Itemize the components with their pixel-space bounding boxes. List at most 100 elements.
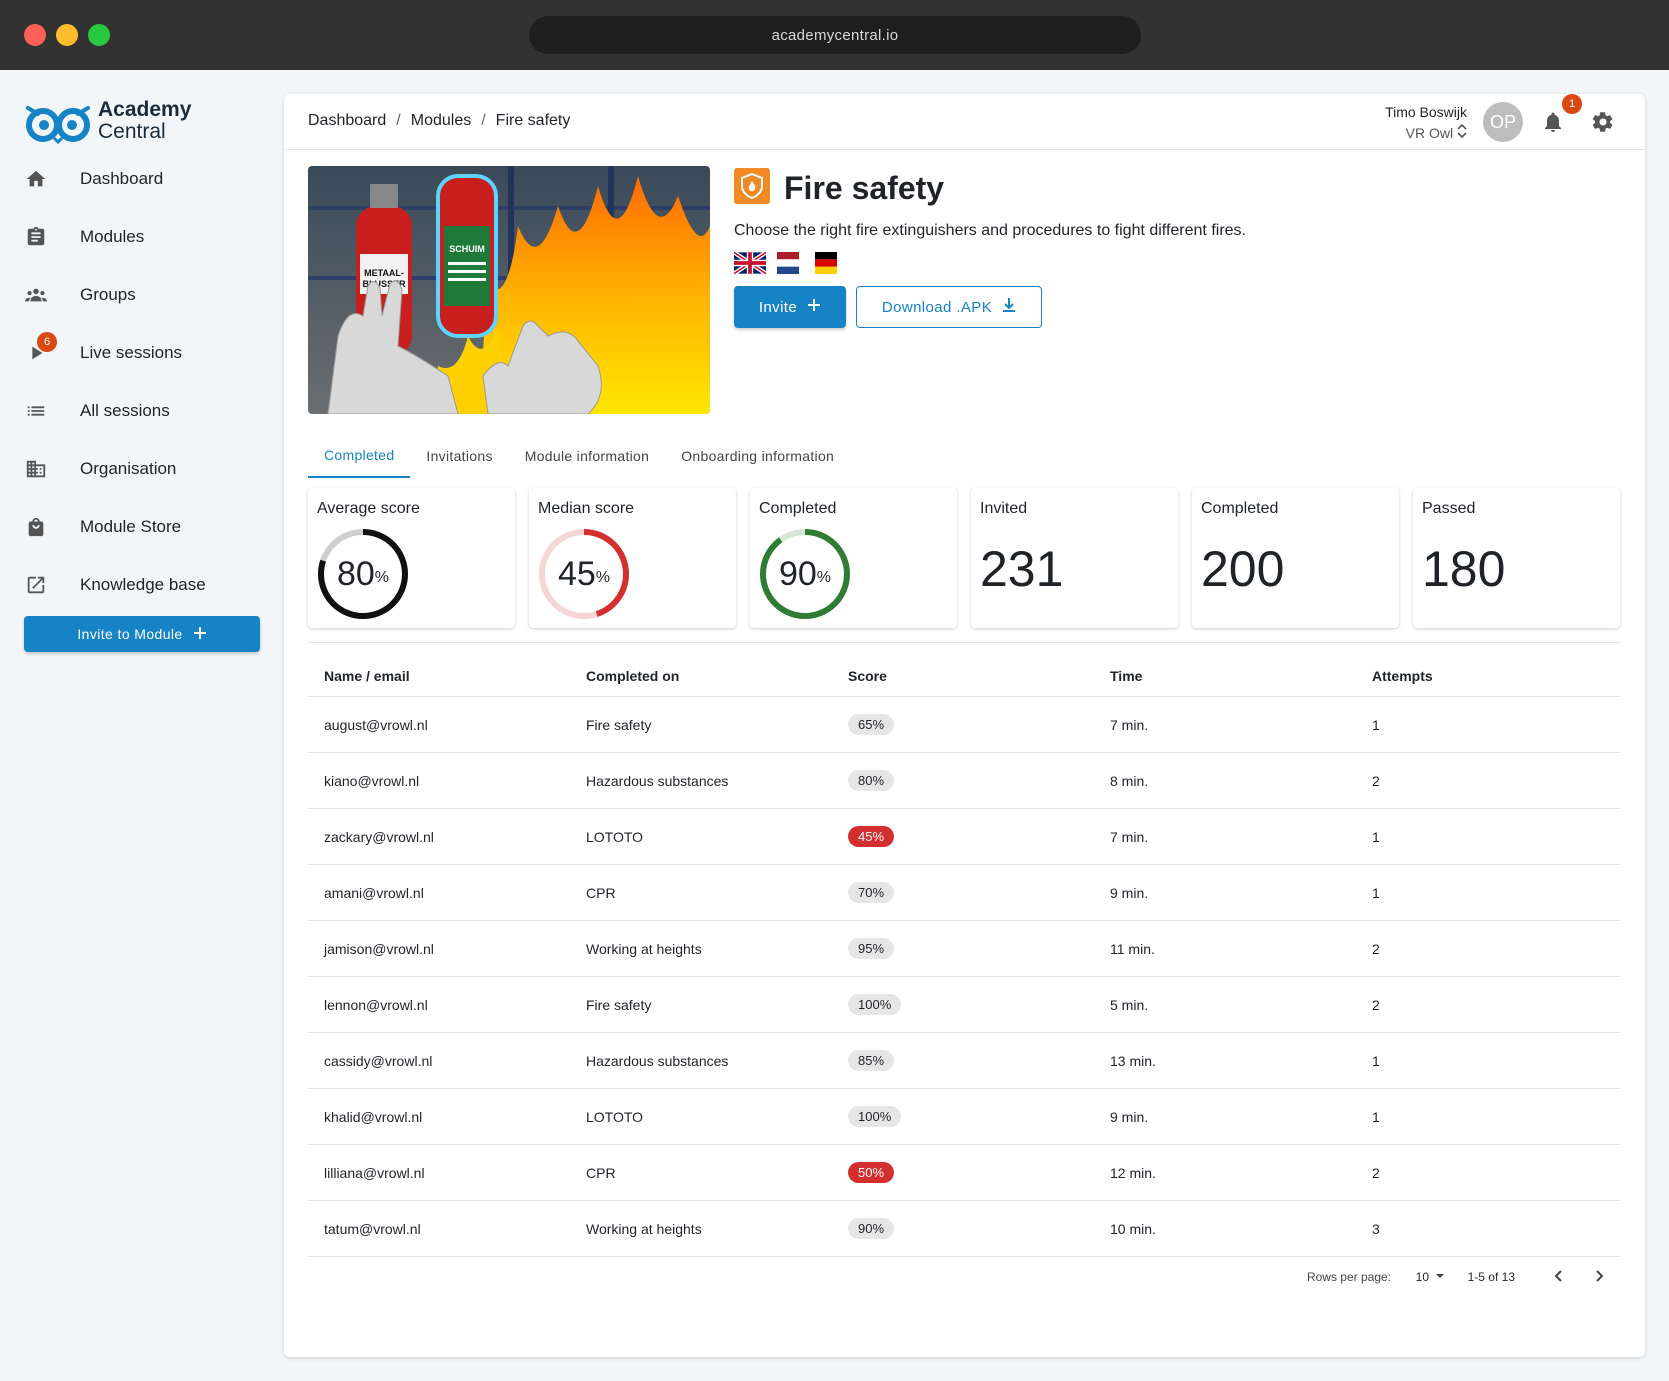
cell-attempts: 2 [1356,920,1621,977]
tab-module-information[interactable]: Module information [524,448,650,464]
sidebar-item-knowledge-base[interactable]: Knowledge base [0,556,284,614]
breadcrumb-dashboard[interactable]: Dashboard [308,112,387,129]
tab-invitations[interactable]: Invitations [426,448,493,464]
invite-button[interactable]: Invite [734,286,846,328]
avatar[interactable]: OP [1483,102,1523,142]
sidebar: Academy Central Dashboard Modules Groups [0,70,284,1381]
main-content: Dashboard / Modules / Fire safety Timo B… [284,94,1645,1357]
cell-attempts: 2 [1356,976,1621,1033]
stat-value: 231 [980,541,1064,597]
cell-email: jamison@vrowl.nl [308,920,570,977]
cell-module: Fire safety [570,696,832,753]
sidebar-item-all-sessions[interactable]: All sessions [0,382,284,440]
sidebar-item-label: Modules [80,227,145,246]
cell-email: august@vrowl.nl [308,696,570,753]
chevron-left-icon[interactable] [1549,1266,1569,1286]
cell-score: 100% [832,1088,1094,1145]
invite-to-module-button[interactable]: Invite to Module [24,616,260,652]
cell-time: 8 min. [1094,752,1356,809]
sidebar-item-label: Module Store [80,517,182,536]
sidebar-item-label: Live sessions [80,343,183,362]
sidebar-item-modules[interactable]: Modules [0,208,284,266]
cell-attempts: 1 [1356,808,1621,865]
gear-icon[interactable] [1591,110,1615,134]
maximize-window-button[interactable] [88,24,110,46]
score-chip: 70% [848,882,895,903]
score-chip: 95% [848,938,895,959]
progress-ring [318,529,408,619]
column-header[interactable]: Attempts [1356,642,1621,697]
cell-attempts: 2 [1356,1144,1621,1201]
stat-label: Passed [1422,500,1476,517]
sidebar-item-label: Groups [80,285,136,304]
minimize-window-button[interactable] [56,24,78,46]
tab-onboarding-information[interactable]: Onboarding information [681,448,835,464]
sidebar-item-label: Dashboard [80,169,164,188]
column-header[interactable]: Name / email [308,642,570,697]
sidebar-nav: Dashboard Modules Groups 6 Live sessions [0,150,284,614]
address-bar[interactable]: academycentral.io [529,16,1141,54]
cell-attempts: 2 [1356,752,1621,809]
stat-passed: Passed 180 [1413,488,1620,628]
pagination-range: 1-5 of 13 [1467,1270,1515,1284]
table-row[interactable]: tatum@vrowl.nl Working at heights 90% 10 mi… [308,1200,1621,1257]
svg-text:METAAL-: METAAL- [364,268,404,278]
user-switcher[interactable]: Timo Boswijk VR Owl [1385,104,1467,141]
breadcrumb-modules[interactable]: Modules [410,112,472,129]
rows-per-page-select[interactable]: 10 [1415,1270,1429,1284]
cell-time: 7 min. [1094,808,1356,865]
cell-module: LOTOTO [570,808,832,865]
nl-flag-icon [772,252,804,279]
home-icon [24,167,48,191]
sidebar-item-live-sessions[interactable]: 6 Live sessions [0,324,284,382]
stat-label: Completed [1201,500,1279,517]
tab-completed[interactable]: Completed [308,434,411,478]
table-row[interactable]: khalid@vrowl.nl LOTOTO 100% 9 min. 1 [308,1088,1621,1145]
cell-email: zackary@vrowl.nl [308,808,570,865]
stat-label: Average score [317,500,420,517]
table-row[interactable]: jamison@vrowl.nl Working at heights 95% 11 … [308,920,1621,977]
cell-time: 9 min. [1094,1088,1356,1145]
sidebar-item-groups[interactable]: Groups [0,266,284,324]
sidebar-item-dashboard[interactable]: Dashboard [0,150,284,208]
table-row[interactable]: zackary@vrowl.nl LOTOTO 45% 7 min. 1 [308,808,1621,865]
table-row[interactable]: amani@vrowl.nl CPR 70% 9 min. 1 [308,864,1621,921]
table-row[interactable]: lennon@vrowl.nl Fire safety 100% 5 min. 2 [308,976,1621,1033]
cell-module: CPR [570,864,832,921]
table-row[interactable]: cassidy@vrowl.nl Hazardous substances 85% 1… [308,1032,1621,1089]
completed-sessions-table: Name / email Completed on Score Time Att… [308,642,1621,1257]
stats-row: Average score 80% Median score 45% Compl… [308,488,1620,628]
sidebar-item-organisation[interactable]: Organisation [0,440,284,498]
sidebar-item-module-store[interactable]: Module Store [0,498,284,556]
table-row[interactable]: lilliana@vrowl.nl CPR 50% 12 min. 2 [308,1144,1621,1201]
table-row[interactable]: august@vrowl.nl Fire safety 65% 7 min. 1 [308,696,1621,753]
bell-icon[interactable] [1541,110,1565,134]
chevron-right-icon[interactable] [1589,1266,1609,1286]
score-chip: 50% [848,1162,895,1183]
cell-module: Fire safety [570,976,832,1033]
cell-attempts: 1 [1356,1032,1621,1089]
stat-label: Invited [980,500,1028,517]
download-apk-button[interactable]: Download .APK [856,286,1042,328]
top-bar: Dashboard / Modules / Fire safety Timo B… [284,94,1645,150]
cell-time: 10 min. [1094,1200,1356,1257]
column-header[interactable]: Time [1094,642,1356,697]
cell-time: 7 min. [1094,696,1356,753]
progress-ring-fill [760,529,850,619]
live-sessions-badge: 6 [37,332,57,352]
user-name: Timo Boswijk [1385,104,1467,120]
svg-text:SCHUIM: SCHUIM [449,244,485,254]
stat-unit: % [816,569,832,586]
stat-label: Median score [538,500,635,517]
logo[interactable]: Academy Central [24,98,191,144]
stat-average-score: Average score 80% [308,488,515,628]
caret-down-icon[interactable] [1435,1270,1445,1284]
cell-score: 65% [832,696,1094,753]
table-row[interactable]: kiano@vrowl.nl Hazardous substances 80% 8 m… [308,752,1621,809]
close-window-button[interactable] [24,24,46,46]
column-header[interactable]: Completed on [570,642,832,697]
cell-time: 13 min. [1094,1032,1356,1089]
cell-email: cassidy@vrowl.nl [308,1032,570,1089]
plus-icon [193,626,207,643]
column-header[interactable]: Score [832,642,1094,697]
